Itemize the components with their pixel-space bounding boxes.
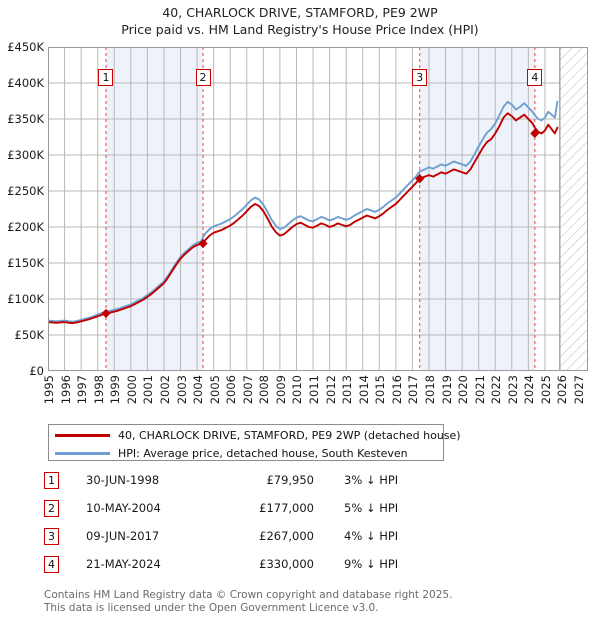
x-axis-tick: 2023 bbox=[505, 375, 520, 405]
transactions-table: 1 30-JUN-1998 £79,950 3% ↓ HPI 2 10-MAY-2004 £… bbox=[44, 470, 464, 582]
table-row[interactable]: 2 10-MAY-2004 £177,000 5% ↓ HPI bbox=[44, 498, 464, 526]
y-axis-tick: £100K bbox=[7, 292, 44, 306]
x-axis-tick: 2002 bbox=[157, 375, 172, 405]
legend-entry-hpi: HPI: Average price, detached house, Sout… bbox=[49, 444, 443, 462]
chart-marker-badge-3[interactable]: 3 bbox=[412, 69, 428, 86]
x-axis-tick: 2016 bbox=[389, 375, 404, 405]
table-row[interactable]: 1 30-JUN-1998 £79,950 3% ↓ HPI bbox=[44, 470, 464, 498]
y-axis-tick: £300K bbox=[7, 148, 44, 162]
chart-legend: 40, CHARLOCK DRIVE, STAMFORD, PE9 2WP (d… bbox=[48, 424, 461, 462]
legend-label-hpi: HPI: Average price, detached house, Sout… bbox=[118, 446, 408, 460]
row-price: £79,950 bbox=[266, 473, 314, 487]
row-date: 10-MAY-2004 bbox=[86, 501, 161, 515]
chart-marker-badge-1[interactable]: 1 bbox=[98, 69, 114, 86]
legend-label-price-paid: 40, CHARLOCK DRIVE, STAMFORD, PE9 2WP (d… bbox=[118, 428, 461, 442]
x-axis-tick: 2026 bbox=[555, 375, 570, 405]
row-hpi-delta: 3% ↓ HPI bbox=[344, 473, 399, 487]
y-axis-tick: £350K bbox=[7, 112, 44, 126]
legend-line-swatch-hpi bbox=[55, 451, 110, 455]
chart-svg bbox=[48, 47, 588, 371]
x-axis-tick: 2012 bbox=[323, 375, 338, 405]
chart-marker-badge-4[interactable]: 4 bbox=[527, 69, 543, 86]
x-axis-tick: 1998 bbox=[91, 375, 106, 405]
footer-line-2: This data is licensed under the Open Gov… bbox=[44, 601, 379, 614]
x-axis-tick: 1995 bbox=[42, 375, 56, 405]
x-axis-tick: 2024 bbox=[522, 375, 537, 405]
row-date: 21-MAY-2024 bbox=[86, 557, 161, 571]
x-axis-tick: 2009 bbox=[273, 375, 288, 405]
x-axis-tick: 2014 bbox=[356, 375, 371, 405]
x-axis-tick: 2005 bbox=[207, 375, 222, 405]
x-axis-tick: 2007 bbox=[240, 375, 255, 405]
y-axis-tick: £0 bbox=[29, 364, 44, 378]
row-index-badge: 4 bbox=[44, 556, 59, 573]
row-price: £267,000 bbox=[259, 529, 314, 543]
row-price: £177,000 bbox=[259, 501, 314, 515]
y-axis-tick: £400K bbox=[7, 76, 44, 90]
x-axis-tick: 2022 bbox=[489, 375, 504, 405]
y-axis-tick: £50K bbox=[14, 328, 45, 342]
plot-frame bbox=[48, 47, 588, 371]
chart-plot-area: £0 £50K £100K £150K £200K £250K £300K £350K £400… bbox=[7, 40, 588, 404]
x-axis-tick: 2018 bbox=[422, 375, 437, 405]
row-index-badge: 1 bbox=[44, 472, 59, 489]
x-axis-tick: 2001 bbox=[141, 375, 156, 405]
x-axis-tick: 2021 bbox=[472, 375, 487, 405]
x-axis-tick: 2013 bbox=[340, 375, 355, 405]
x-axis-tick: 2025 bbox=[538, 375, 553, 405]
row-hpi-delta: 9% ↓ HPI bbox=[344, 557, 399, 571]
table-row[interactable]: 4 21-MAY-2024 £330,000 9% ↓ HPI bbox=[44, 554, 464, 582]
y-axis-tick: £450K bbox=[7, 40, 44, 54]
row-price: £330,000 bbox=[259, 557, 314, 571]
row-index-badge: 3 bbox=[44, 528, 59, 545]
x-axis-tick: 1997 bbox=[75, 375, 90, 405]
x-axis-tick: 2003 bbox=[174, 375, 189, 405]
x-axis-tick: 2020 bbox=[456, 375, 471, 405]
x-axis-tick: 2011 bbox=[307, 375, 322, 405]
row-date: 09-JUN-2017 bbox=[86, 529, 160, 543]
copyright-footer: Contains HM Land Registry data © Crown c… bbox=[44, 589, 564, 614]
x-axis-tick: 2027 bbox=[572, 375, 587, 405]
row-index-badge: 2 bbox=[44, 500, 59, 517]
y-axis-tick: £200K bbox=[7, 220, 44, 234]
x-axis-tick: 2015 bbox=[373, 375, 388, 405]
x-axis-tick: 2006 bbox=[224, 375, 239, 405]
x-axis-tick: 2017 bbox=[406, 375, 421, 405]
legend-entry-price-paid: 40, CHARLOCK DRIVE, STAMFORD, PE9 2WP (d… bbox=[49, 426, 461, 444]
x-axis-tick: 2000 bbox=[124, 375, 139, 405]
page-subtitle: Price paid vs. HM Land Registry's House … bbox=[121, 22, 479, 37]
x-axis-tick: 2004 bbox=[191, 375, 206, 405]
table-row[interactable]: 3 09-JUN-2017 £267,000 4% ↓ HPI bbox=[44, 526, 464, 554]
y-axis-tick: £250K bbox=[7, 184, 44, 198]
legend-line-swatch-price-paid bbox=[55, 433, 110, 437]
x-axis-tick: 2019 bbox=[439, 375, 454, 405]
x-axis-tick: 1999 bbox=[108, 375, 123, 405]
y-axis-tick: £150K bbox=[7, 256, 44, 270]
page-title: 40, CHARLOCK DRIVE, STAMFORD, PE9 2WP bbox=[162, 5, 438, 20]
chart-title-block: 40, CHARLOCK DRIVE, STAMFORD, PE9 2WP Pr… bbox=[0, 4, 600, 38]
chart-marker-badge-2[interactable]: 2 bbox=[195, 69, 211, 86]
row-date: 30-JUN-1998 bbox=[86, 473, 160, 487]
x-axis-tick: 2010 bbox=[290, 375, 305, 405]
row-hpi-delta: 5% ↓ HPI bbox=[344, 501, 399, 515]
row-hpi-delta: 4% ↓ HPI bbox=[344, 529, 399, 543]
x-axis-tick: 2008 bbox=[257, 375, 272, 405]
footer-line-1: Contains HM Land Registry data © Crown c… bbox=[44, 589, 453, 601]
x-axis-tick: 1996 bbox=[58, 375, 73, 405]
